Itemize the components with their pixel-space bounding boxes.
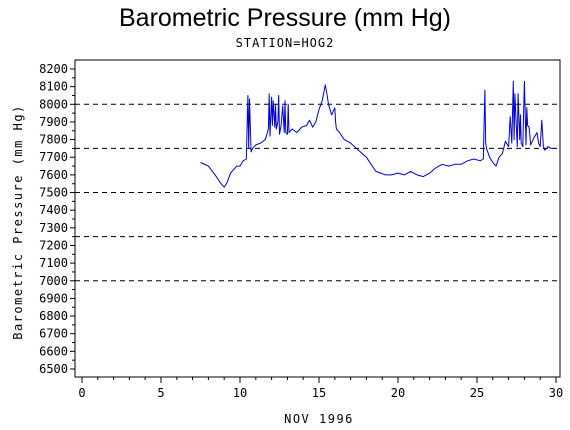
chart-title: Barometric Pressure (mm Hg) bbox=[119, 4, 451, 32]
plot-frame bbox=[74, 59, 561, 378]
x-tick-label: 15 bbox=[312, 386, 326, 400]
y-tick-label: 7800 bbox=[39, 133, 68, 147]
reference-lines bbox=[75, 103, 560, 282]
y-tick-label: 8000 bbox=[39, 97, 68, 111]
y-tick-label: 8200 bbox=[39, 62, 68, 76]
chart-subtitle: STATION=HOG2 bbox=[235, 36, 335, 50]
x-axis: 0 5 10 15 20 25 30 bbox=[78, 377, 563, 400]
y-tick-label: 8100 bbox=[39, 80, 68, 94]
y-tick-label: 7300 bbox=[39, 221, 68, 235]
x-tick-label: 0 bbox=[78, 386, 85, 400]
x-tick-label: 10 bbox=[233, 386, 247, 400]
x-tick-label: 25 bbox=[470, 386, 484, 400]
y-tick-label: 6700 bbox=[39, 327, 68, 341]
y-tick-label: 7700 bbox=[39, 150, 68, 164]
x-tick-label: 5 bbox=[157, 386, 164, 400]
y-tick-label: 6600 bbox=[39, 344, 68, 358]
y-tick-label: 7900 bbox=[39, 115, 68, 129]
y-tick-label: 7000 bbox=[39, 274, 68, 288]
y-tick-label: 6900 bbox=[39, 291, 68, 305]
y-axis-label: Barometric Pressure (mm Hg) bbox=[11, 104, 25, 340]
y-axis: 6500 6600 6700 6800 6900 7000 7100 7200 7300 7400… bbox=[39, 62, 75, 376]
y-tick-label: 7600 bbox=[39, 168, 68, 182]
y-tick-label: 6800 bbox=[39, 309, 68, 323]
y-tick-label: 7400 bbox=[39, 203, 68, 217]
y-tick-label: 7500 bbox=[39, 186, 68, 200]
x-axis-label: NOV 1996 bbox=[284, 412, 354, 426]
x-tick-label: 20 bbox=[391, 386, 405, 400]
series-layer bbox=[200, 80, 556, 188]
y-tick-label: 6500 bbox=[39, 362, 68, 376]
y-tick-label: 7100 bbox=[39, 256, 68, 270]
series-line bbox=[200, 80, 556, 188]
y-tick-label: 7200 bbox=[39, 238, 68, 252]
x-tick-label: 30 bbox=[549, 386, 563, 400]
